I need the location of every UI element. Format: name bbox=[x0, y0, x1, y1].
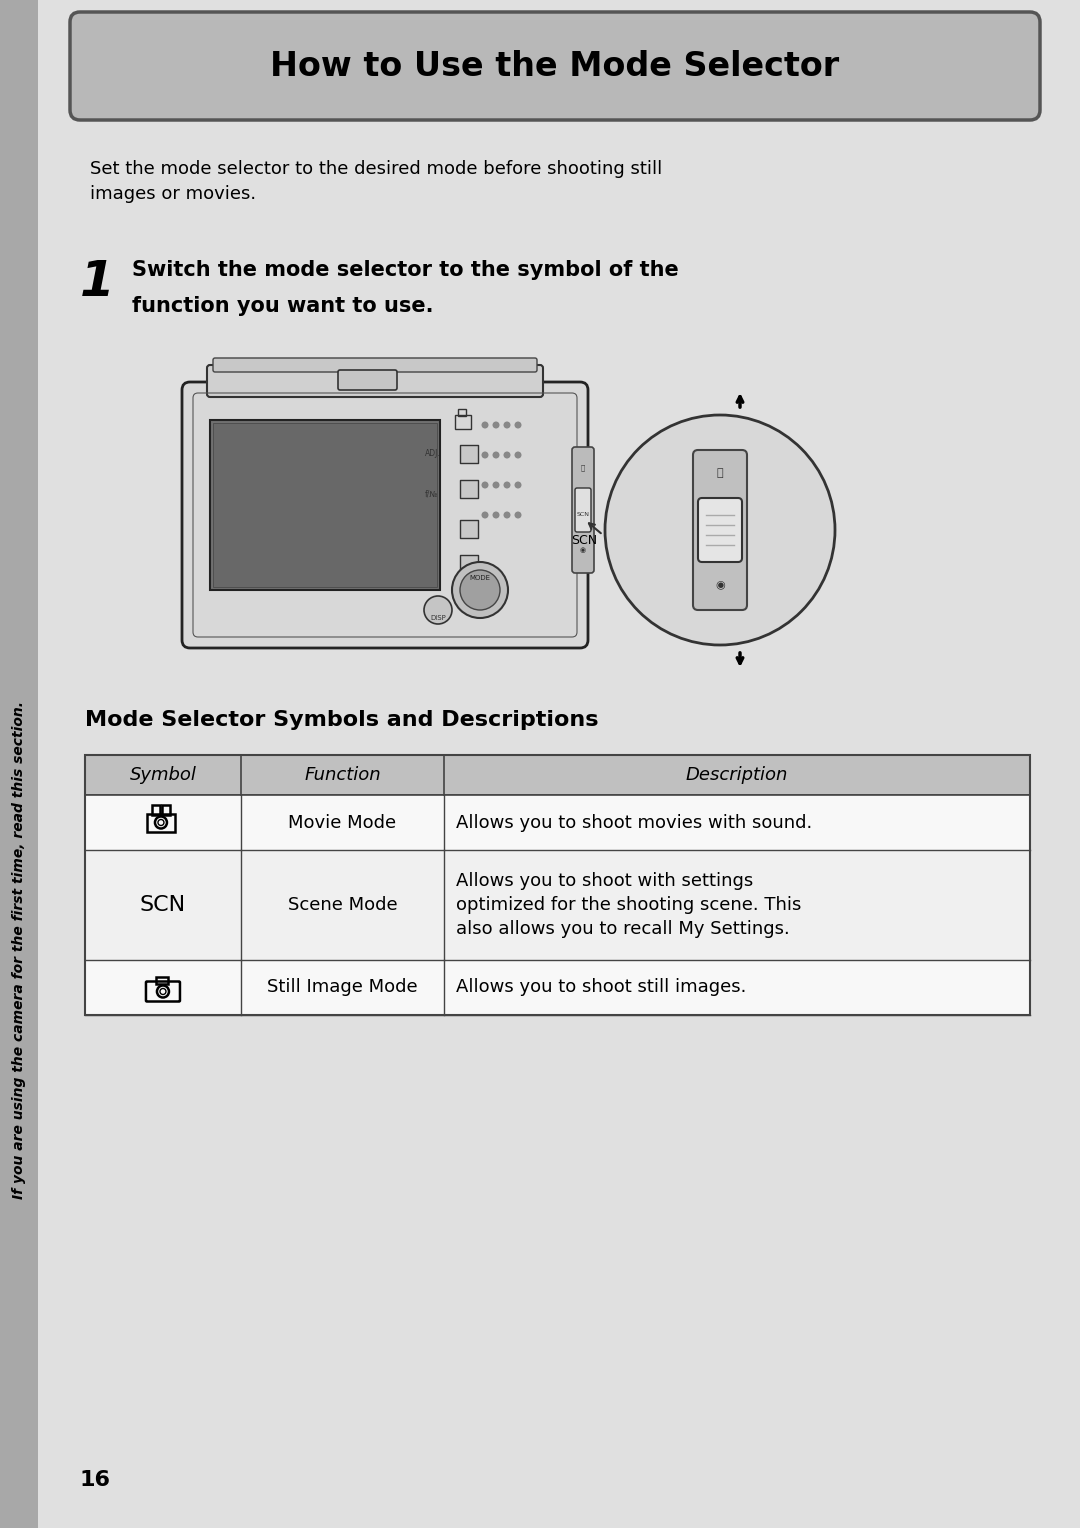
FancyBboxPatch shape bbox=[207, 365, 543, 397]
Text: Allows you to shoot movies with sound.: Allows you to shoot movies with sound. bbox=[456, 813, 812, 831]
Bar bbox=[210, 420, 440, 590]
Circle shape bbox=[514, 451, 522, 458]
Circle shape bbox=[482, 481, 488, 489]
Text: How to Use the Mode Selector: How to Use the Mode Selector bbox=[270, 49, 839, 83]
Bar bbox=[460, 480, 478, 498]
Text: 16: 16 bbox=[80, 1470, 111, 1490]
Bar bbox=[0, 0, 38, 1528]
Bar bbox=[460, 520, 478, 538]
Circle shape bbox=[482, 451, 488, 458]
Bar bbox=[458, 410, 465, 416]
Bar bbox=[455, 416, 471, 429]
Text: Symbol: Symbol bbox=[130, 766, 197, 784]
FancyBboxPatch shape bbox=[698, 498, 742, 562]
Bar bbox=[213, 423, 437, 587]
Text: 1: 1 bbox=[80, 258, 114, 306]
Circle shape bbox=[492, 481, 499, 489]
Circle shape bbox=[503, 481, 511, 489]
Text: ⬜: ⬜ bbox=[717, 468, 724, 478]
Bar bbox=[85, 795, 1030, 850]
Text: Set the mode selector to the desired mode before shooting still
images or movies: Set the mode selector to the desired mod… bbox=[90, 160, 662, 203]
Text: SCN: SCN bbox=[140, 895, 186, 915]
Bar bbox=[85, 755, 1030, 795]
Circle shape bbox=[424, 596, 453, 623]
FancyBboxPatch shape bbox=[70, 12, 1040, 121]
FancyBboxPatch shape bbox=[572, 448, 594, 573]
Text: Scene Mode: Scene Mode bbox=[287, 895, 397, 914]
Text: DISP: DISP bbox=[430, 614, 446, 620]
Circle shape bbox=[492, 451, 499, 458]
FancyBboxPatch shape bbox=[338, 370, 397, 390]
Bar bbox=[162, 805, 170, 814]
Bar bbox=[85, 850, 1030, 960]
Circle shape bbox=[492, 512, 499, 518]
Circle shape bbox=[514, 481, 522, 489]
Circle shape bbox=[503, 422, 511, 428]
Text: Description: Description bbox=[686, 766, 788, 784]
Text: ◉: ◉ bbox=[580, 547, 586, 553]
Text: Switch the mode selector to the symbol of the: Switch the mode selector to the symbol o… bbox=[132, 260, 678, 280]
Circle shape bbox=[453, 562, 508, 617]
Circle shape bbox=[605, 416, 835, 645]
Text: Mode Selector Symbols and Descriptions: Mode Selector Symbols and Descriptions bbox=[85, 711, 598, 730]
Circle shape bbox=[482, 512, 488, 518]
Bar bbox=[152, 805, 160, 814]
Text: Allows you to shoot still images.: Allows you to shoot still images. bbox=[456, 978, 746, 996]
Text: ᗣ: ᗣ bbox=[581, 465, 585, 471]
Text: Still Image Mode: Still Image Mode bbox=[267, 978, 418, 996]
Bar bbox=[156, 976, 168, 984]
FancyBboxPatch shape bbox=[693, 451, 747, 610]
Circle shape bbox=[514, 422, 522, 428]
Text: f/№: f/№ bbox=[426, 489, 438, 498]
Circle shape bbox=[460, 570, 500, 610]
Bar bbox=[85, 960, 1030, 1015]
Bar bbox=[460, 555, 478, 573]
Text: SCN: SCN bbox=[577, 512, 590, 518]
Text: Allows you to shoot with settings
optimized for the shooting scene. This
also al: Allows you to shoot with settings optimi… bbox=[456, 872, 801, 938]
Bar bbox=[147, 813, 175, 831]
Text: SCN: SCN bbox=[571, 533, 597, 547]
Text: Movie Mode: Movie Mode bbox=[288, 813, 396, 831]
Circle shape bbox=[482, 422, 488, 428]
Bar bbox=[460, 445, 478, 463]
FancyBboxPatch shape bbox=[213, 358, 537, 371]
Bar bbox=[85, 755, 1030, 1015]
Text: MODE: MODE bbox=[470, 575, 490, 581]
Circle shape bbox=[492, 422, 499, 428]
Text: Function: Function bbox=[305, 766, 381, 784]
Text: function you want to use.: function you want to use. bbox=[132, 296, 433, 316]
Circle shape bbox=[514, 512, 522, 518]
Circle shape bbox=[503, 512, 511, 518]
Circle shape bbox=[503, 451, 511, 458]
Text: ADJ.: ADJ. bbox=[426, 449, 441, 458]
FancyBboxPatch shape bbox=[575, 487, 591, 532]
Text: If you are using the camera for the first time, read this section.: If you are using the camera for the firs… bbox=[12, 701, 26, 1199]
Text: ◉: ◉ bbox=[715, 581, 725, 590]
FancyBboxPatch shape bbox=[183, 382, 588, 648]
